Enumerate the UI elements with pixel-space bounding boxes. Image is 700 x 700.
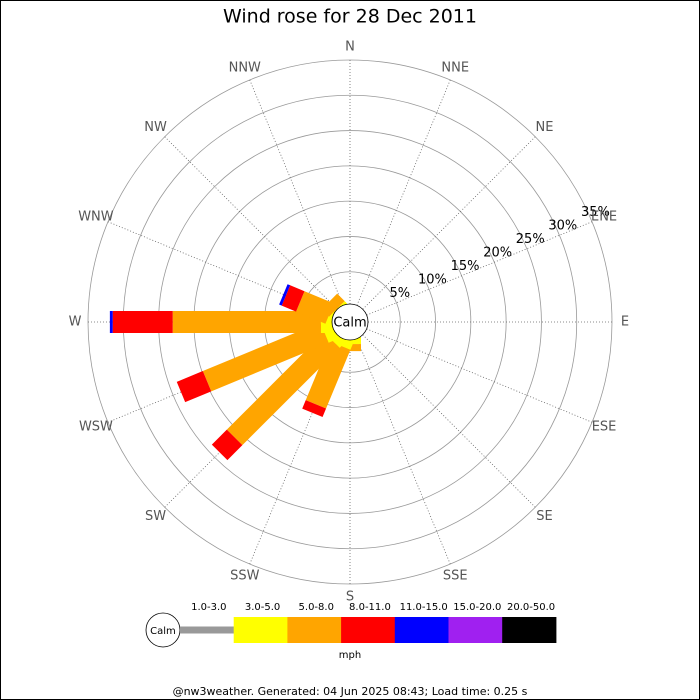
legend-label: 1.0-3.0: [191, 602, 226, 613]
spoke: [363, 221, 593, 317]
spoke: [355, 79, 451, 309]
direction-label: SW: [145, 509, 166, 524]
bar-segment: [226, 332, 340, 446]
legend-swatch: [287, 617, 342, 643]
direction-label: WSW: [79, 420, 113, 435]
direction-label: NE: [535, 120, 553, 135]
legend-label: 8.0-11.0: [349, 602, 391, 613]
bar-segment: [302, 400, 327, 418]
spoke: [249, 335, 345, 565]
bar-segment: [202, 322, 329, 392]
spoke: [249, 79, 345, 309]
direction-label: ESE: [592, 420, 617, 435]
ring-label: 15%: [451, 259, 480, 274]
ring-label: 10%: [418, 273, 447, 288]
legend-swatch: [394, 617, 449, 643]
legend-swatch: [341, 617, 396, 643]
bar-segment: [321, 293, 345, 317]
chart-title: Wind rose for 28 Dec 2011: [223, 6, 477, 28]
unit-label: mph: [339, 650, 361, 661]
spoke: [360, 332, 536, 508]
direction-label: NNE: [441, 60, 469, 75]
legend-swatch: [233, 617, 288, 643]
legend-swatch: [448, 617, 503, 643]
direction-label: ENE: [591, 209, 617, 224]
bar-segment: [211, 429, 243, 461]
direction-label: SE: [536, 509, 552, 524]
ring-label: 35%: [581, 205, 610, 220]
footer: @nw3weather. Generated: 04 Jun 2025 08:4…: [173, 685, 528, 698]
direction-label: E: [621, 315, 629, 330]
ring-label: 5%: [390, 286, 411, 301]
direction-label: NW: [144, 120, 167, 135]
legend-label: 5.0-8.0: [299, 602, 334, 613]
spoke: [164, 136, 340, 312]
spoke: [107, 221, 337, 317]
direction-label: N: [345, 40, 355, 55]
ring-label: 20%: [483, 246, 512, 261]
bar-segment: [305, 341, 351, 409]
spoke: [355, 335, 451, 565]
bar-segment: [172, 311, 321, 333]
bar-segment: [109, 311, 113, 333]
bar-segment: [279, 284, 291, 306]
legend-calm-label: Calm: [150, 626, 176, 637]
bars: [109, 284, 361, 461]
direction-label: SSE: [443, 569, 468, 584]
legend-label: 15.0-20.0: [453, 602, 501, 613]
legend-swatch: [502, 617, 557, 643]
legend-label: 11.0-15.0: [400, 602, 448, 613]
bar-segment: [281, 285, 305, 312]
direction-label: SSW: [230, 569, 260, 584]
direction-label: S: [346, 590, 354, 605]
direction-label: WNW: [78, 209, 114, 224]
bar-segment: [296, 291, 334, 324]
direction-label: W: [69, 315, 82, 330]
legend-label: 3.0-5.0: [245, 602, 280, 613]
bar-segment: [176, 371, 212, 403]
spoke: [363, 327, 593, 423]
spoke: [360, 136, 536, 312]
ring-label: 30%: [548, 219, 577, 234]
calm-circle: [331, 303, 369, 341]
calm-label: Calm: [333, 316, 366, 331]
ring-label: 25%: [516, 232, 545, 247]
legend-swatch: [180, 626, 235, 634]
bar-segment: [112, 311, 173, 333]
legend-label: 20.0-50.0: [507, 602, 555, 613]
direction-label: NNW: [229, 60, 261, 75]
